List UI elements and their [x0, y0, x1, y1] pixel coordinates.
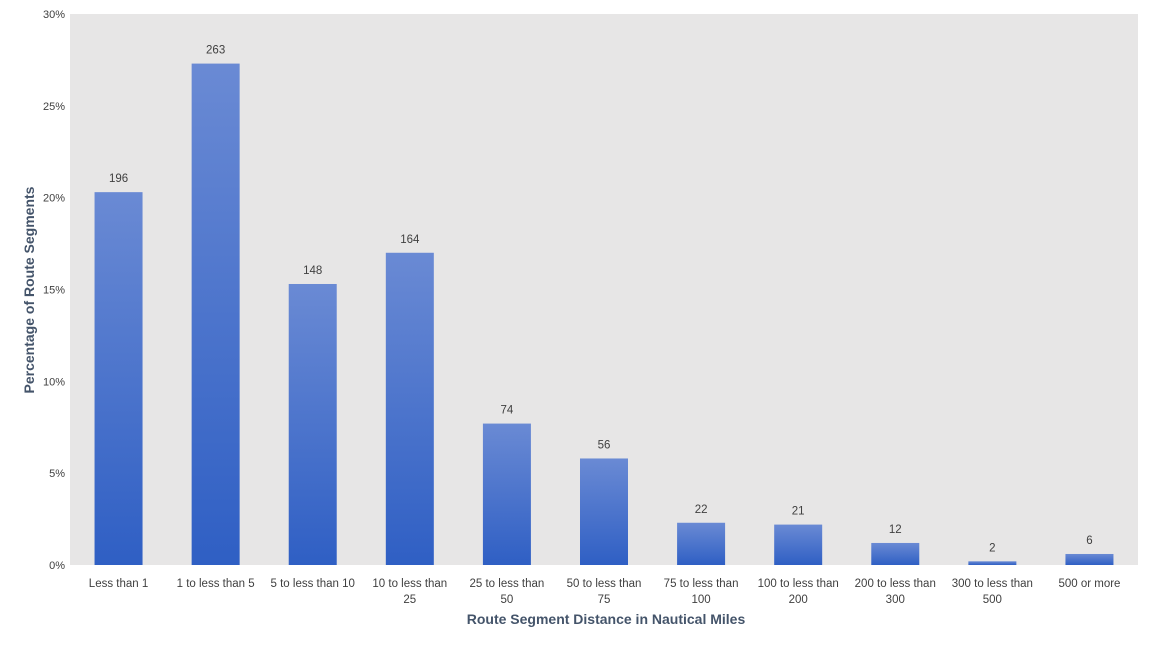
y-tick-label: 15% — [43, 285, 65, 297]
y-tick-label: 0% — [49, 560, 65, 572]
bar — [968, 561, 1017, 565]
x-tick-label: Less than 1 — [89, 578, 148, 590]
y-tick-label: 25% — [43, 101, 65, 113]
x-tick-label: 100 to less than 200 — [758, 578, 839, 606]
bar — [385, 252, 434, 565]
data-label: 164 — [400, 234, 420, 246]
x-tick-label: 10 to less than 25 — [372, 578, 447, 606]
y-tick-label: 5% — [49, 468, 65, 480]
bars — [94, 63, 1114, 566]
x-axis-title: Route Segment Distance in Nautical Miles — [467, 611, 746, 627]
data-label: 22 — [695, 504, 708, 516]
x-tick-label: 200 to less than 300 — [855, 578, 936, 606]
x-tick-label: 50 to less than 75 — [567, 578, 642, 606]
data-label: 74 — [501, 405, 514, 417]
y-tick-label: 30% — [43, 9, 65, 21]
x-tick-label: 300 to less than 500 — [952, 578, 1033, 606]
x-tick-label: 1 to less than 5 — [177, 578, 255, 590]
x-tick-label: 25 to less than 50 — [470, 578, 545, 606]
y-tick-label: 20% — [43, 193, 65, 205]
data-label: 263 — [206, 45, 225, 57]
data-label: 2 — [989, 542, 995, 554]
y-axis-title: Percentage of Route Segments — [21, 186, 37, 393]
y-axis-ticks: 0% 5% 10% 15% 20% 25% 30% — [43, 9, 65, 572]
bar — [288, 283, 337, 565]
bar — [482, 423, 531, 565]
bar — [871, 542, 920, 565]
bar — [580, 458, 628, 565]
x-tick-label: 500 or more — [1058, 578, 1120, 590]
data-label: 6 — [1086, 535, 1092, 547]
y-tick-label: 10% — [43, 376, 65, 388]
bar — [774, 524, 823, 565]
data-label: 12 — [889, 524, 902, 536]
x-axis-categories: Less than 1 1 to less than 5 5 to less tha… — [89, 578, 1121, 606]
data-label: 56 — [598, 439, 611, 451]
data-label: 196 — [109, 173, 128, 185]
bar — [94, 192, 143, 565]
x-tick-label: 5 to less than 10 — [271, 578, 355, 590]
bar — [677, 522, 726, 565]
data-label: 21 — [792, 506, 805, 518]
data-label: 148 — [303, 265, 322, 277]
data-labels: 196 263 148 164 74 56 22 21 12 2 6 — [109, 45, 1093, 555]
bar — [1065, 553, 1114, 565]
x-tick-label: 75 to less than 100 — [664, 578, 739, 606]
bar — [191, 63, 240, 566]
